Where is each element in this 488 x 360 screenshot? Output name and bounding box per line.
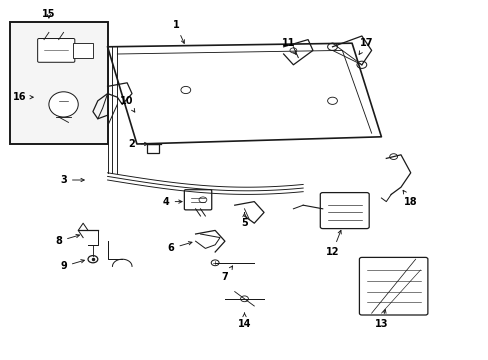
Text: 8: 8: [55, 234, 80, 246]
Text: 17: 17: [358, 38, 373, 54]
Bar: [10, 22, 107, 144]
Bar: [146, 144, 159, 153]
Text: 15: 15: [42, 9, 56, 19]
Ellipse shape: [49, 92, 78, 117]
Text: 9: 9: [60, 260, 84, 271]
Text: 12: 12: [325, 230, 341, 257]
Text: 4: 4: [163, 197, 182, 207]
FancyBboxPatch shape: [38, 39, 75, 62]
Text: 18: 18: [402, 190, 417, 207]
Text: 1: 1: [172, 20, 184, 43]
Text: 11: 11: [281, 38, 296, 54]
FancyBboxPatch shape: [359, 257, 427, 315]
Text: 10: 10: [120, 96, 135, 112]
Text: 7: 7: [221, 266, 232, 282]
Text: 2: 2: [128, 139, 147, 149]
Bar: [73, 43, 93, 58]
FancyBboxPatch shape: [320, 193, 368, 229]
Text: 6: 6: [167, 242, 192, 253]
Text: 16: 16: [13, 92, 33, 102]
Text: 5: 5: [241, 213, 247, 228]
FancyBboxPatch shape: [184, 190, 211, 210]
Text: 3: 3: [60, 175, 84, 185]
Text: 14: 14: [237, 313, 251, 329]
Text: 13: 13: [374, 310, 387, 329]
